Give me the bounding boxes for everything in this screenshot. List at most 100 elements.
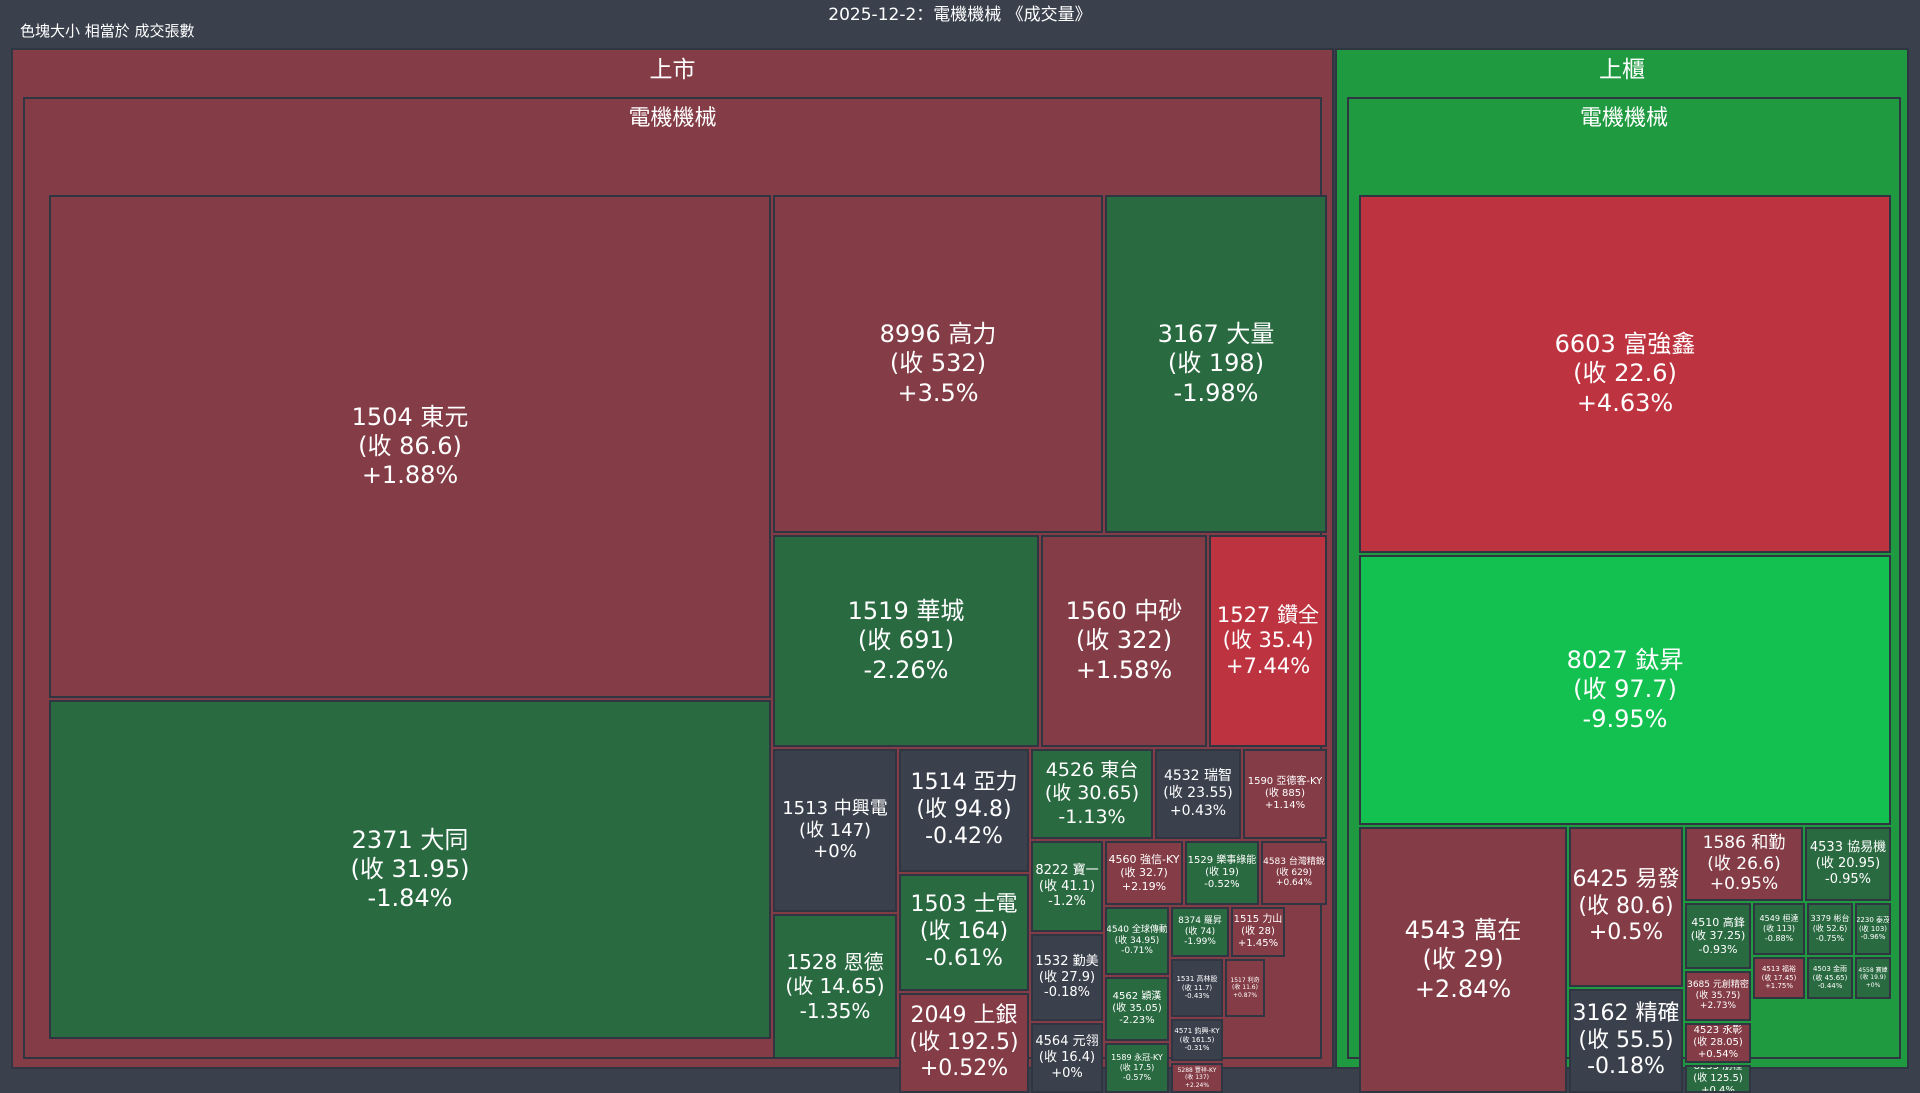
stock-tile[interactable]: 8027 鈦昇 (收 97.7) -9.95% (1359, 555, 1891, 825)
sector-electrical-machinery[interactable]: 電機機械 6603 富強鑫 (收 22.6) +4.63% 8027 鈦昇 (收 97.… (1347, 97, 1901, 1093)
stock-label: 8222 寶一 (1035, 863, 1098, 879)
stock-tile[interactable]: 1519 華城 (收 691) -2.26% (773, 535, 1039, 747)
stock-code: 4526 (1045, 759, 1095, 782)
stock-name: 高鋒 (1722, 915, 1745, 929)
stock-change: +0% (813, 841, 857, 863)
stock-change: -0.52% (1204, 879, 1240, 891)
stock-name: 易發 (1635, 866, 1680, 892)
stock-tile[interactable]: 4558 寶緯 (收 19.9) +0% (1855, 957, 1891, 999)
stock-code: 1590 (1247, 775, 1274, 787)
stock-code: 1517 (1230, 977, 1246, 985)
stock-tile[interactable]: 1531 高林股 (收 11.7) -0.43% (1171, 959, 1223, 1017)
stock-code: 4558 (1858, 967, 1874, 975)
stock-tile[interactable]: 1503 士電 (收 164) -0.61% (899, 874, 1029, 991)
stock-name: 瑞智 (1204, 768, 1233, 785)
stock-change: -9.95% (1582, 704, 1668, 733)
stock-tile[interactable]: 1590 亞德客-KY (收 885) +1.14% (1243, 749, 1327, 839)
stock-tile[interactable]: 3167 大量 (收 198) -1.98% (1105, 195, 1327, 533)
stock-label: 4510 高鋒 (1691, 916, 1745, 929)
stock-tile[interactable]: 4562 穎漢 (收 35.05) -2.23% (1105, 977, 1169, 1041)
stock-code: 4543 (1404, 916, 1466, 945)
stock-tile[interactable]: 1504 東元 (收 86.6) +1.88% (49, 195, 771, 698)
market-title: 上市 (649, 57, 696, 83)
stock-change: -1.13% (1058, 805, 1126, 828)
stock-close: (收 30.65) (1044, 782, 1140, 805)
stock-tile[interactable]: 4543 萬在 (收 29) +2.84% (1359, 827, 1567, 1093)
stock-code: 2049 (910, 1002, 967, 1028)
stock-change: -0.88% (1764, 933, 1794, 943)
stock-close: (收 19) (1205, 866, 1239, 878)
stock-code: 4510 (1691, 915, 1720, 929)
stock-label: 4526 東台 (1046, 759, 1138, 782)
stock-tile[interactable]: 6425 易發 (收 80.6) +0.5% (1569, 827, 1683, 987)
stock-tile[interactable]: 1528 恩德 (收 14.65) -1.35% (773, 914, 897, 1059)
stock-tile[interactable]: 3162 精確 (收 55.5) -0.18% (1569, 989, 1683, 1093)
stock-tile[interactable]: 4523 永彰 (收 28.05) +0.54% (1685, 1023, 1751, 1063)
stock-close: (收 35.75) (1695, 990, 1741, 1001)
stock-change: -2.23% (1119, 1015, 1155, 1027)
stock-close: (收 532) (889, 349, 987, 378)
stock-tile[interactable]: 6603 富強鑫 (收 22.6) +4.63% (1359, 195, 1891, 553)
stock-tile[interactable]: 1513 中興電 (收 147) +0% (773, 749, 897, 912)
stock-tile[interactable]: 4503 金雨 (收 45.65) -0.44% (1807, 957, 1853, 999)
stock-name: 鑽全 (1277, 602, 1320, 627)
stock-tile[interactable]: 4532 瑞智 (收 23.55) +0.43% (1155, 749, 1241, 839)
stock-change: -1.84% (367, 884, 453, 913)
stock-label: 8374 羅昇 (1178, 916, 1222, 927)
stock-name: 穎漢 (1141, 990, 1162, 1002)
sector-electrical-machinery[interactable]: 電機機械 1504 東元 (收 86.6) +1.88% 2371 大同 (收 31.9… (23, 97, 1327, 1093)
stock-change: +7.44% (1225, 653, 1311, 678)
market-otc[interactable]: 上櫃 電機機械 6603 富強鑫 (收 22.6) +4.63% 8027 鈦昇 (收 … (1335, 48, 1909, 1093)
stock-close: (收 35.05) (1112, 1002, 1162, 1014)
stock-label: 2230 泰茂 (1857, 916, 1889, 925)
stock-tile[interactable]: 4510 高鋒 (收 37.25) -0.93% (1685, 903, 1751, 969)
stock-tile[interactable]: 1517 利奇 (收 11.6) +0.87% (1225, 959, 1265, 1017)
stock-tile[interactable]: 4540 全球傳動 (收 34.95) -0.71% (1105, 907, 1169, 975)
stock-tile[interactable]: 4583 台灣精銳 (收 629) +0.64% (1261, 841, 1327, 905)
stock-tile[interactable]: 1532 勤美 (收 27.9) -0.18% (1031, 934, 1103, 1021)
stock-tile[interactable]: 4533 協易機 (收 20.95) -0.95% (1805, 827, 1891, 901)
stock-tile[interactable]: 8255 朋程 (收 125.5) +0.4% (1685, 1065, 1751, 1093)
stock-change: +2.24% (1184, 1081, 1210, 1089)
stock-code: 1528 (786, 949, 838, 974)
stock-tile[interactable]: 1527 鑽全 (收 35.4) +7.44% (1209, 535, 1327, 747)
stock-change: +0.54% (1697, 1049, 1739, 1061)
stock-tile[interactable]: 3685 元創精密 (收 35.75) +2.73% (1685, 971, 1751, 1021)
stock-close: (收 137) (1184, 1074, 1210, 1082)
stock-tile[interactable]: 8996 高力 (收 532) +3.5% (773, 195, 1103, 533)
stock-label: 1589 永冠-KY (1111, 1053, 1163, 1063)
market-listed[interactable]: 上市 電機機械 1504 東元 (收 86.6) +1.88% 2371 大同 (收 3… (11, 48, 1334, 1093)
page-title: 2025-12-2：電機機械 《成交量》 (828, 5, 1092, 25)
stock-tile[interactable]: 3379 彬台 (收 52.6) -0.75% (1807, 903, 1853, 955)
stock-close: (收 14.65) (785, 974, 885, 999)
stock-tile[interactable]: 1586 和勤 (收 26.6) +0.95% (1685, 827, 1803, 901)
stock-tile[interactable]: 1514 亞力 (收 94.8) -0.42% (899, 749, 1029, 872)
stock-label: 1517 利奇 (1230, 977, 1259, 984)
stock-label: 2049 上銀 (910, 1003, 1017, 1030)
stock-tile[interactable]: 4571 鈞興-KY (收 161.5) -0.31% (1171, 1019, 1223, 1061)
stock-change: -0.75% (1815, 933, 1845, 943)
stock-tile[interactable]: 2371 大同 (收 31.95) -1.84% (49, 700, 771, 1039)
stock-tile[interactable]: 2049 上銀 (收 192.5) +0.52% (899, 993, 1029, 1093)
stock-close: (收 20.95) (1815, 856, 1881, 872)
stock-tile[interactable]: 4526 東台 (收 30.65) -1.13% (1031, 749, 1153, 839)
stock-close: (收 27.9) (1038, 969, 1096, 985)
stock-tile[interactable]: 1560 中砂 (收 322) +1.58% (1041, 535, 1207, 747)
stock-tile[interactable]: 4560 強信-KY (收 32.7) +2.19% (1105, 841, 1183, 905)
stock-name: 和勤 (1751, 832, 1786, 853)
stock-name: 大量 (1226, 320, 1275, 349)
stock-tile[interactable]: 4549 桓達 (收 113) -0.88% (1753, 903, 1805, 955)
stock-tile[interactable]: 2230 泰茂 (收 103) -0.96% (1855, 903, 1891, 955)
stock-tile[interactable]: 4564 元翎 (收 16.4) +0% (1031, 1023, 1103, 1093)
stock-tile[interactable]: 5288 豐祥-KY (收 137) +2.24% (1171, 1063, 1223, 1093)
stock-close: (收 16.4) (1038, 1050, 1096, 1066)
stock-tile[interactable]: 1529 樂事綠能 (收 19) -0.52% (1185, 841, 1259, 905)
stock-change: -0.44% (1817, 982, 1843, 991)
stock-label: 1529 樂事綠能 (1188, 855, 1257, 867)
stock-tile[interactable]: 8222 寶一 (收 41.1) -1.2% (1031, 841, 1103, 932)
stock-tile[interactable]: 4513 福裕 (收 17.45) +1.75% (1753, 957, 1805, 999)
stock-tile[interactable]: 1589 永冠-KY (收 17.5) -0.57% (1105, 1043, 1169, 1093)
stock-label: 4583 台灣精銳 (1263, 857, 1325, 868)
stock-tile[interactable]: 1515 力山 (收 28) +1.45% (1231, 907, 1285, 957)
stock-tile[interactable]: 8374 羅昇 (收 74) -1.99% (1171, 907, 1229, 957)
